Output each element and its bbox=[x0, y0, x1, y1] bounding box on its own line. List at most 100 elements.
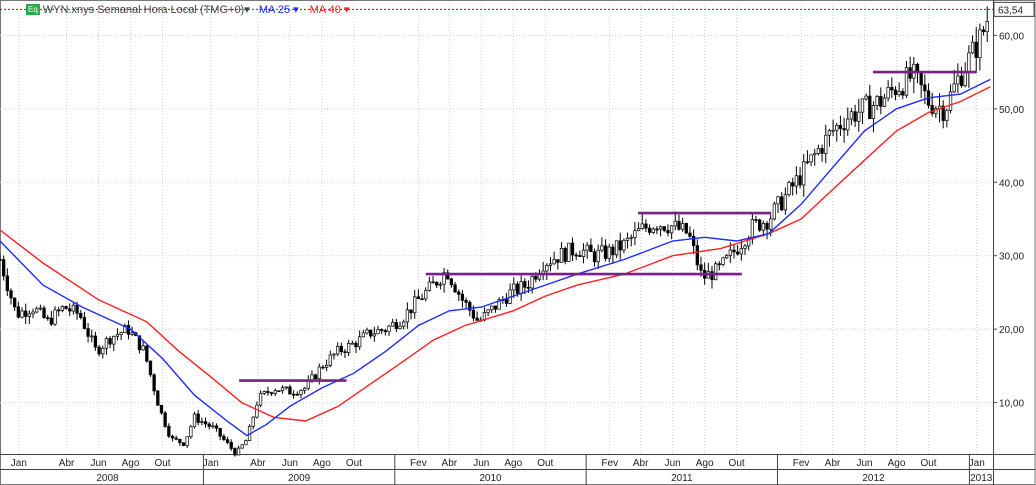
candle-body-261 bbox=[956, 75, 960, 85]
candle-body-106 bbox=[387, 325, 391, 333]
candle-body-210 bbox=[769, 218, 773, 230]
candle-body-49 bbox=[178, 438, 182, 444]
x-tick-label-12: Jun bbox=[473, 458, 489, 469]
candle-body-29 bbox=[104, 338, 109, 349]
candle-body-96 bbox=[350, 342, 354, 345]
candle-body-13 bbox=[46, 317, 50, 319]
candle-body-228 bbox=[835, 124, 839, 131]
candle-body-56 bbox=[203, 421, 208, 425]
candle-body-177 bbox=[647, 227, 652, 233]
candle-body-214 bbox=[783, 194, 788, 211]
candle-body-191 bbox=[699, 264, 703, 271]
candle-body-176 bbox=[644, 223, 648, 229]
candle-body-239 bbox=[875, 96, 879, 106]
candle-body-104 bbox=[380, 329, 384, 331]
candle-body-206 bbox=[754, 219, 758, 221]
candle-body-141 bbox=[515, 283, 520, 294]
candle-body-22 bbox=[79, 312, 83, 318]
x-tick-label-21: Abr bbox=[825, 458, 841, 469]
candle-body-232 bbox=[849, 111, 854, 120]
candle-body-5 bbox=[16, 306, 21, 318]
candle-body-200 bbox=[732, 249, 736, 253]
ma25-dropdown-icon[interactable]: ▾ bbox=[293, 4, 299, 16]
candle-body-207 bbox=[758, 219, 762, 231]
candle-body-221 bbox=[809, 154, 813, 163]
candle-body-65 bbox=[236, 447, 241, 456]
candle-body-268 bbox=[981, 29, 986, 33]
candle-body-175 bbox=[640, 223, 644, 229]
candle-body-120 bbox=[438, 283, 443, 286]
last-price-box bbox=[993, 1, 1035, 17]
candle-body-138 bbox=[504, 299, 509, 304]
year-label-5: 2013 bbox=[970, 473, 993, 484]
x-tick-label-0: Jan bbox=[11, 458, 27, 469]
candles-group bbox=[0, 6, 989, 457]
candle-body-186 bbox=[680, 223, 685, 230]
candle-body-114 bbox=[416, 296, 421, 300]
candle-body-94 bbox=[343, 351, 347, 353]
ma25-legend[interactable]: MA 25 ▾ bbox=[259, 4, 299, 16]
candle-body-201 bbox=[736, 251, 740, 255]
candle-body-257 bbox=[941, 105, 945, 121]
candle-body-54 bbox=[196, 413, 200, 423]
candle-body-180 bbox=[658, 226, 663, 230]
candle-body-70 bbox=[255, 404, 259, 418]
candle-body-169 bbox=[618, 240, 622, 251]
candle-body-20 bbox=[71, 304, 76, 312]
candle-body-196 bbox=[717, 263, 721, 266]
x-tick-label-4: Out bbox=[154, 458, 170, 469]
candle-body-58 bbox=[211, 425, 215, 428]
candle-body-133 bbox=[486, 309, 490, 313]
candle-body-156 bbox=[570, 242, 575, 256]
candle-body-165 bbox=[603, 245, 608, 259]
ma40-legend[interactable]: MA 40 ▾ bbox=[310, 4, 350, 16]
candle-body-240 bbox=[879, 96, 883, 107]
chart-header: Eq WYN.xnys Semanal Hora Local (TMG+0)▾ M… bbox=[26, 3, 349, 16]
candle-body-264 bbox=[967, 52, 971, 74]
candle-body-160 bbox=[585, 244, 589, 251]
candle-body-102 bbox=[372, 333, 376, 337]
candle-body-265 bbox=[970, 41, 975, 54]
candle-body-25 bbox=[90, 335, 94, 338]
candle-body-153 bbox=[559, 248, 564, 263]
candle-body-1 bbox=[2, 259, 6, 277]
candle-body-154 bbox=[563, 248, 567, 262]
candle-body-224 bbox=[820, 148, 824, 154]
x-tick-label-2: Jun bbox=[91, 458, 107, 469]
candle-body-209 bbox=[765, 223, 769, 230]
candle-body-32 bbox=[115, 334, 120, 337]
candle-body-48 bbox=[174, 437, 178, 440]
candle-body-178 bbox=[651, 228, 655, 233]
ma40-label: MA 40 bbox=[309, 4, 341, 16]
candle-body-234 bbox=[857, 111, 861, 122]
candle-body-202 bbox=[739, 248, 743, 255]
candle-body-174 bbox=[636, 228, 641, 232]
candle-body-134 bbox=[490, 305, 494, 311]
year-label-1: 2009 bbox=[288, 473, 311, 484]
candle-body-110 bbox=[402, 321, 406, 327]
x-tick-label-8: Ago bbox=[313, 458, 331, 469]
candle-body-130 bbox=[475, 317, 479, 321]
candle-body-140 bbox=[512, 283, 516, 291]
candle-body-212 bbox=[776, 196, 780, 205]
ma25-label: MA 25 bbox=[258, 4, 290, 16]
candle-body-89 bbox=[324, 365, 329, 368]
year-label-2: 2010 bbox=[479, 473, 502, 484]
candle-body-225 bbox=[824, 134, 828, 154]
candle-body-119 bbox=[435, 281, 439, 286]
candle-body-4 bbox=[13, 297, 17, 308]
candle-body-62 bbox=[225, 439, 230, 443]
ma40-dropdown-icon[interactable]: ▾ bbox=[343, 4, 350, 16]
candle-body-71 bbox=[258, 393, 263, 406]
candle-body-92 bbox=[335, 345, 340, 355]
y-tick-label-2: 30,00 bbox=[999, 252, 1024, 263]
y-tick-label-5: 60,00 bbox=[999, 31, 1024, 42]
dropdown-icon[interactable]: ▾ bbox=[244, 4, 250, 16]
candle-body-146 bbox=[534, 275, 538, 280]
candle-body-57 bbox=[207, 423, 211, 427]
candle-body-99 bbox=[361, 332, 365, 338]
candle-body-14 bbox=[49, 317, 54, 325]
candle-body-220 bbox=[805, 161, 810, 164]
